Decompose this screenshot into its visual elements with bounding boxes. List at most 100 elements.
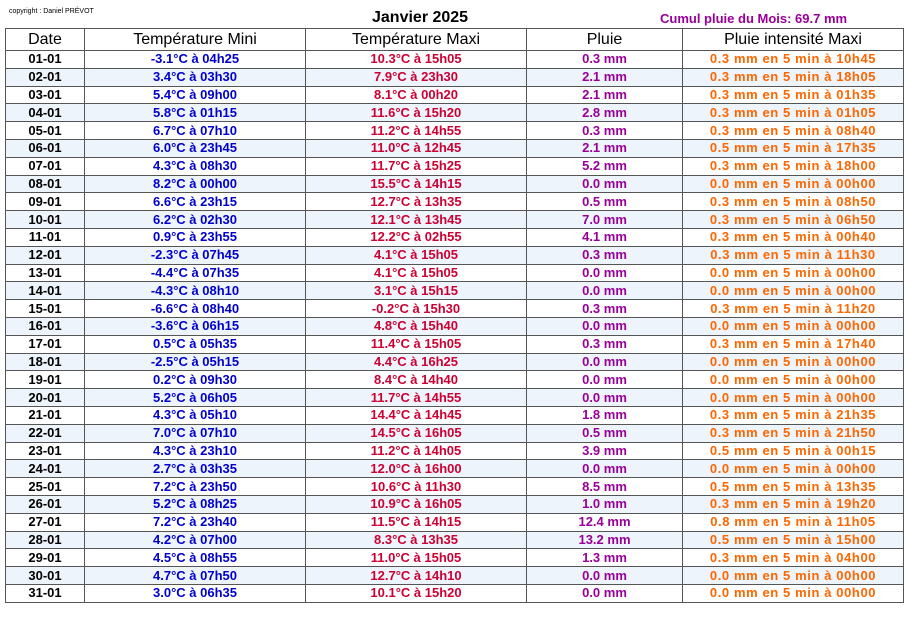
temp-max-cell: 11.6°C à 15h20 xyxy=(305,103,527,123)
date-cell: 20-01 xyxy=(5,388,85,407)
rain-intensity-cell: 0.3 mm en 5 min à 19h20 xyxy=(682,494,904,514)
temp-min-cell: 3.0°C à 06h35 xyxy=(84,583,306,603)
temp-min-cell: 8.2°C à 00h00 xyxy=(84,174,306,194)
date-cell: 22-01 xyxy=(5,423,85,443)
weather-table: Date Température Mini Température Maxi P… xyxy=(5,28,904,603)
temp-max-cell: 4.8°C à 15h40 xyxy=(305,316,527,336)
temp-min-cell: 0.2°C à 09h30 xyxy=(84,370,306,390)
rain-cell: 0.0 mm xyxy=(526,281,683,301)
rain-intensity-cell: 0.3 mm en 5 min à 21h50 xyxy=(682,423,904,443)
table-row: 17-01 0.5°C à 05h35 11.4°C à 15h05 0.3 mm 0.… xyxy=(5,334,904,354)
rain-cell: 0.3 mm xyxy=(526,299,683,318)
header-rain: Pluie xyxy=(526,28,683,51)
rain-intensity-cell: 0.0 mm en 5 min à 00h00 xyxy=(682,174,904,194)
temp-min-cell: 2.7°C à 03h35 xyxy=(84,459,306,479)
table-row: 28-01 4.2°C à 07h00 8.3°C à 13h35 13.2 mm 0.… xyxy=(5,530,904,550)
temp-max-cell: 12.0°C à 16h00 xyxy=(305,459,527,479)
rain-intensity-cell: 0.3 mm en 5 min à 04h00 xyxy=(682,548,904,568)
table-row: 06-01 6.0°C à 23h45 11.0°C à 12h45 2.1 mm 0.… xyxy=(5,138,904,158)
date-cell: 16-01 xyxy=(5,316,85,336)
header-temp-max: Température Maxi xyxy=(305,28,527,51)
temp-max-cell: 4.1°C à 15h05 xyxy=(305,263,527,283)
table-row: 18-01 -2.5°C à 05h15 4.4°C à 16h25 0.0 mm 0.… xyxy=(5,352,904,372)
rain-cell: 0.0 mm xyxy=(526,459,683,479)
rain-cell: 2.1 mm xyxy=(526,67,683,87)
rain-cell: 0.0 mm xyxy=(526,263,683,283)
date-cell: 21-01 xyxy=(5,405,85,425)
rain-cell: 0.5 mm xyxy=(526,192,683,212)
temp-min-cell: 4.2°C à 07h00 xyxy=(84,530,306,550)
rain-intensity-cell: 0.0 mm en 5 min à 00h00 xyxy=(682,388,904,407)
temp-min-cell: 7.0°C à 07h10 xyxy=(84,423,306,443)
table-row: 12-01 -2.3°C à 07h45 4.1°C à 15h05 0.3 mm 0.… xyxy=(5,245,904,265)
rain-intensity-cell: 0.8 mm en 5 min à 11h05 xyxy=(682,512,904,532)
table-row: 25-01 7.2°C à 23h50 10.6°C à 11h30 8.5 mm 0.… xyxy=(5,477,904,496)
table-row: 16-01 -3.6°C à 06h15 4.8°C à 15h40 0.0 mm 0.… xyxy=(5,316,904,336)
rain-cell: 0.5 mm xyxy=(526,423,683,443)
date-cell: 25-01 xyxy=(5,477,85,496)
date-cell: 02-01 xyxy=(5,67,85,87)
rain-intensity-cell: 0.5 mm en 5 min à 13h35 xyxy=(682,477,904,496)
table-row: 20-01 5.2°C à 06h05 11.7°C à 14h55 0.0 mm 0.… xyxy=(5,388,904,407)
temp-max-cell: 8.1°C à 00h20 xyxy=(305,85,527,105)
rain-cell: 0.3 mm xyxy=(526,121,683,140)
date-cell: 01-01 xyxy=(5,50,85,69)
temp-max-cell: 15.5°C à 14h15 xyxy=(305,174,527,194)
temp-min-cell: -2.5°C à 05h15 xyxy=(84,352,306,372)
temp-min-cell: 6.6°C à 23h15 xyxy=(84,192,306,212)
rain-cell: 0.0 mm xyxy=(526,583,683,603)
rain-cell: 1.3 mm xyxy=(526,548,683,568)
table-row: 09-01 6.6°C à 23h15 12.7°C à 13h35 0.5 mm 0.… xyxy=(5,192,904,212)
rain-cell: 0.3 mm xyxy=(526,245,683,265)
temp-min-cell: 6.0°C à 23h45 xyxy=(84,138,306,158)
temp-min-cell: -3.6°C à 06h15 xyxy=(84,316,306,336)
date-cell: 19-01 xyxy=(5,370,85,390)
date-cell: 27-01 xyxy=(5,512,85,532)
rain-intensity-cell: 0.0 mm en 5 min à 00h00 xyxy=(682,583,904,603)
rain-cell: 12.4 mm xyxy=(526,512,683,532)
rain-intensity-cell: 0.3 mm en 5 min à 00h40 xyxy=(682,227,904,247)
table-row: 26-01 5.2°C à 08h25 10.9°C à 16h05 1.0 mm 0.… xyxy=(5,494,904,514)
table-row: 03-01 5.4°C à 09h00 8.1°C à 00h20 2.1 mm 0.3… xyxy=(5,85,904,105)
rain-cell: 1.8 mm xyxy=(526,405,683,425)
temp-min-cell: 4.5°C à 08h55 xyxy=(84,548,306,568)
temp-min-cell: 5.2°C à 06h05 xyxy=(84,388,306,407)
date-cell: 07-01 xyxy=(5,156,85,176)
temp-max-cell: 4.4°C à 16h25 xyxy=(305,352,527,372)
rain-intensity-cell: 0.0 mm en 5 min à 00h00 xyxy=(682,566,904,585)
temp-min-cell: -2.3°C à 07h45 xyxy=(84,245,306,265)
rain-intensity-cell: 0.3 mm en 5 min à 11h30 xyxy=(682,245,904,265)
temp-max-cell: 12.2°C à 02h55 xyxy=(305,227,527,247)
temp-max-cell: 11.4°C à 15h05 xyxy=(305,334,527,354)
date-cell: 12-01 xyxy=(5,245,85,265)
date-cell: 26-01 xyxy=(5,494,85,514)
temp-min-cell: 4.7°C à 07h50 xyxy=(84,566,306,585)
date-cell: 30-01 xyxy=(5,566,85,585)
rain-cell: 3.9 mm xyxy=(526,441,683,461)
rain-cell: 0.0 mm xyxy=(526,352,683,372)
rain-intensity-cell: 0.0 mm en 5 min à 00h00 xyxy=(682,370,904,390)
header-rain-intensity: Pluie intensité Maxi xyxy=(682,28,904,51)
table-row: 04-01 5.8°C à 01h15 11.6°C à 15h20 2.8 mm 0.… xyxy=(5,103,904,123)
table-row: 10-01 6.2°C à 02h30 12.1°C à 13h45 7.0 mm 0.… xyxy=(5,210,904,229)
rain-intensity-cell: 0.5 mm en 5 min à 15h00 xyxy=(682,530,904,550)
temp-max-cell: 11.0°C à 15h05 xyxy=(305,548,527,568)
temp-max-cell: -0.2°C à 15h30 xyxy=(305,299,527,318)
table-body: 01-01 -3.1°C à 04h25 10.3°C à 15h05 0.3 mm 0… xyxy=(5,50,904,603)
copyright-notice: copyright : Daniel PRÉVOT xyxy=(9,8,94,15)
date-cell: 08-01 xyxy=(5,174,85,194)
rain-cell: 2.1 mm xyxy=(526,85,683,105)
rain-cell: 5.2 mm xyxy=(526,156,683,176)
temp-max-cell: 14.5°C à 16h05 xyxy=(305,423,527,443)
header-date: Date xyxy=(5,28,85,51)
temp-max-cell: 11.5°C à 14h15 xyxy=(305,512,527,532)
table-row: 07-01 4.3°C à 08h30 11.7°C à 15h25 5.2 mm 0.… xyxy=(5,156,904,176)
temp-min-cell: 4.3°C à 05h10 xyxy=(84,405,306,425)
temp-min-cell: 0.5°C à 05h35 xyxy=(84,334,306,354)
rain-intensity-cell: 0.3 mm en 5 min à 01h05 xyxy=(682,103,904,123)
date-cell: 03-01 xyxy=(5,85,85,105)
rain-intensity-cell: 0.3 mm en 5 min à 10h45 xyxy=(682,50,904,69)
rain-cell: 0.3 mm xyxy=(526,334,683,354)
date-cell: 09-01 xyxy=(5,192,85,212)
temp-min-cell: 7.2°C à 23h40 xyxy=(84,512,306,532)
